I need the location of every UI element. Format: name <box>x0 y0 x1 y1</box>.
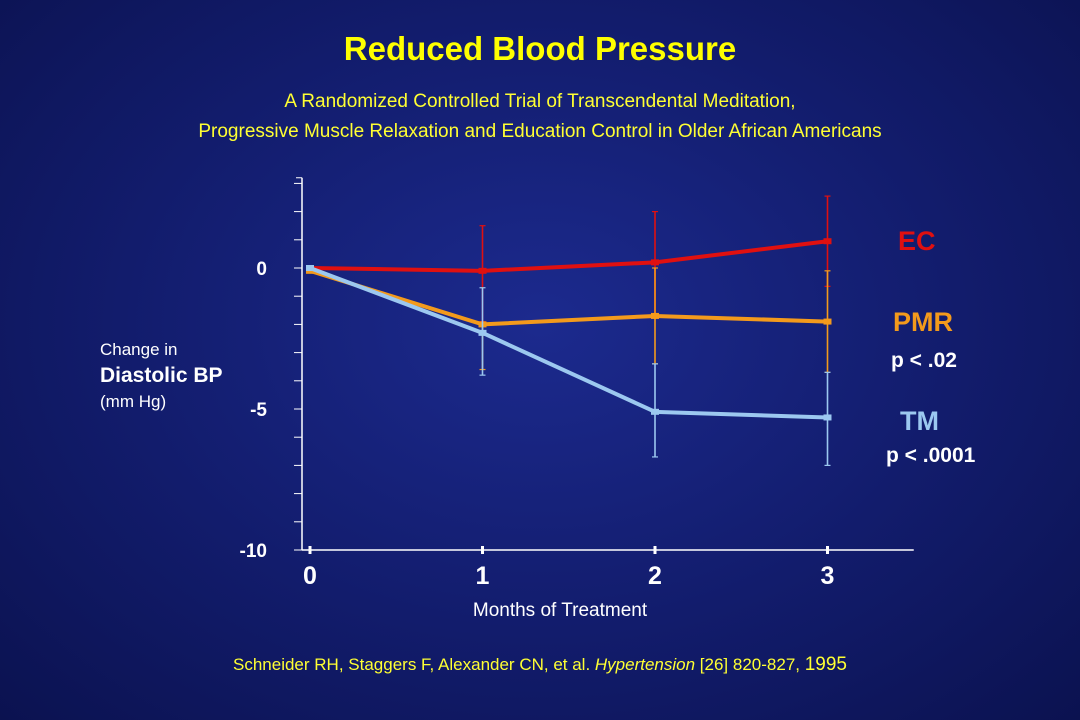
series-ec <box>306 195 832 323</box>
point-tm <box>306 265 314 271</box>
y-tick-label: -5 <box>250 400 267 421</box>
y-axis-label-line-1: Change in <box>100 340 178 359</box>
point-pmr <box>823 318 832 325</box>
series-pmr <box>306 267 832 373</box>
x-tick-label: 2 <box>648 562 662 590</box>
point-ec <box>651 259 659 266</box>
x-axis-label: Months of Treatment <box>472 600 648 621</box>
legend-tm: TM <box>900 406 939 436</box>
pmr-p-value: p < .02 <box>891 349 957 372</box>
y-tick-label: -10 <box>240 541 267 562</box>
citation-authors: Schneider RH, Staggers F, Alexander CN, … <box>233 655 595 674</box>
point-ec <box>823 238 832 245</box>
point-tm <box>478 329 487 336</box>
chart-subtitle-line-2: Progressive Muscle Relaxation and Educat… <box>198 121 882 142</box>
line-tm <box>309 266 828 420</box>
point-pmr <box>651 312 659 319</box>
legend-ec: EC <box>898 226 936 256</box>
legend-pmr: PMR <box>893 307 953 337</box>
tm-p-value: p < .0001 <box>886 444 976 467</box>
y-axis-label-line-2: Diastolic BP <box>100 364 223 387</box>
citation: Schneider RH, Staggers F, Alexander CN, … <box>0 654 1080 676</box>
chart-title: Reduced Blood Pressure <box>343 30 737 67</box>
x-tick-label: 1 <box>476 562 490 590</box>
series-lines <box>306 195 832 466</box>
y-tick-label: 0 <box>256 259 267 280</box>
y-axis-label-line-3: (mm Hg) <box>100 392 167 411</box>
tick-labels: 0 -5 -10 0 1 2 3 <box>240 259 835 590</box>
line-pmr <box>309 268 828 327</box>
axes <box>294 177 914 554</box>
chart-subtitle-line-1: A Randomized Controlled Trial of Transce… <box>284 91 796 112</box>
citation-journal: Hypertension <box>594 655 696 674</box>
y-axis-label: Change in Diastolic BP (mm Hg) <box>100 340 223 412</box>
point-tm <box>823 414 832 421</box>
point-tm <box>651 408 659 415</box>
citation-year: 1995 <box>804 654 847 675</box>
x-tick-label: 3 <box>821 562 835 590</box>
line-ec <box>309 239 828 273</box>
point-ec <box>478 267 487 274</box>
citation-rest: [26] 820-827, <box>695 655 805 674</box>
x-tick-label: 0 <box>303 562 317 590</box>
series-tm <box>306 265 832 466</box>
